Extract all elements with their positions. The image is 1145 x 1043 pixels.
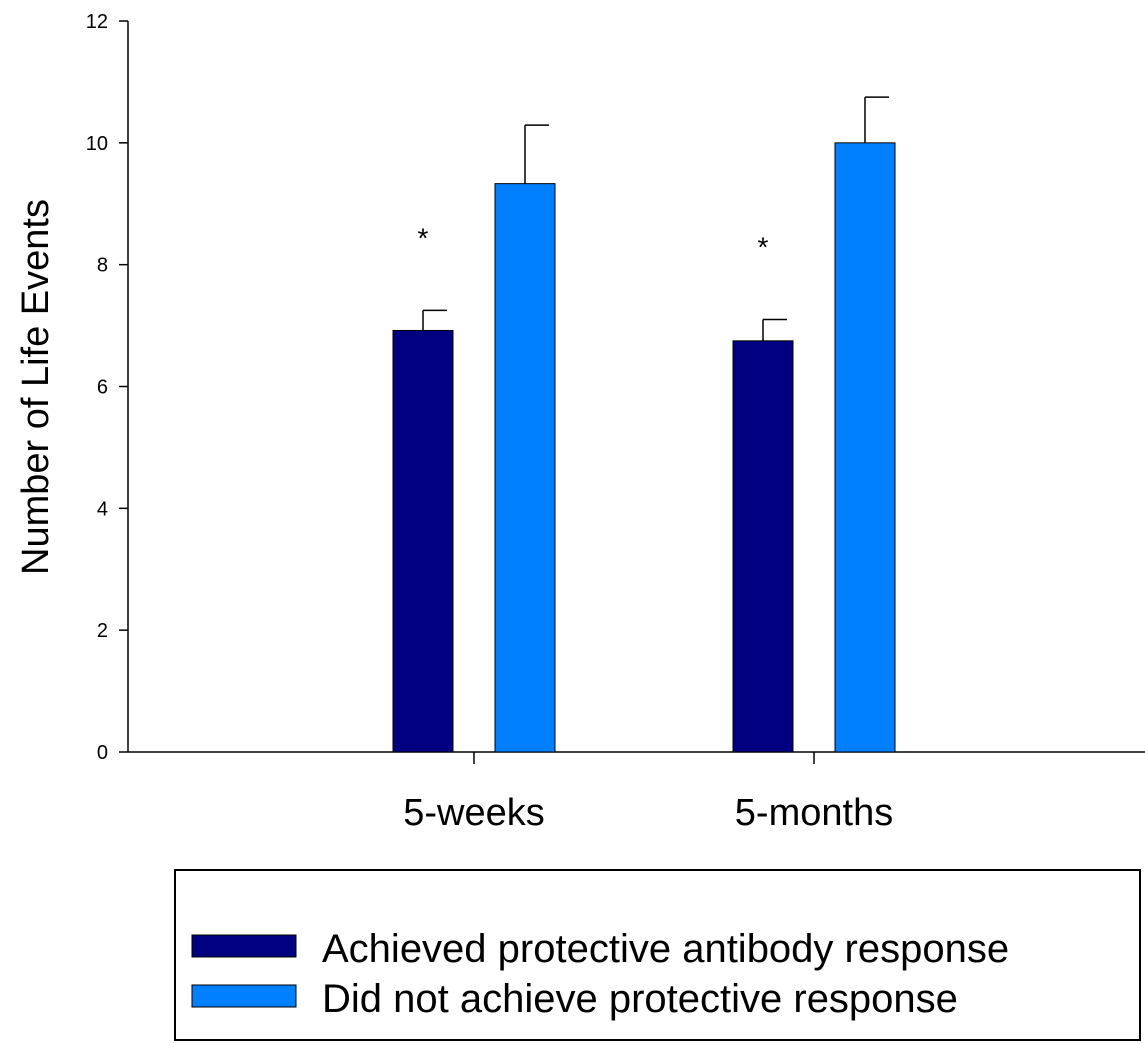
y-tick-label: 8 — [97, 255, 108, 277]
y-tick-label: 0 — [97, 742, 108, 764]
legend: Achieved protective antibody response Did… — [174, 869, 1141, 1041]
x-tick-label: 5-months — [735, 792, 893, 834]
legend-label: Achieved protective antibody response — [322, 927, 1009, 971]
bar — [494, 183, 556, 753]
legend-label: Did not achieve protective response — [322, 977, 958, 1021]
y-tick-label: 4 — [97, 498, 108, 520]
y-tick-label: 6 — [97, 377, 108, 399]
bar — [732, 340, 794, 753]
significance-marker: * — [418, 222, 429, 253]
y-tick-label: 12 — [86, 11, 108, 33]
y-tick-label: 2 — [97, 620, 108, 642]
x-tick-label: 5-weeks — [403, 792, 545, 834]
legend-swatch — [191, 934, 297, 958]
axes: 0 2 4 6 8 10 12 5-weeks 5-months — [86, 11, 1145, 834]
significance-marker: * — [758, 231, 769, 262]
legend-swatch — [191, 984, 297, 1008]
bar — [834, 142, 896, 753]
y-axis-label: Number of Life Events — [15, 199, 57, 575]
bars: * * — [392, 96, 896, 753]
y-tick-label: 10 — [86, 133, 108, 155]
legend-box — [174, 869, 1141, 1041]
bar — [392, 329, 454, 753]
